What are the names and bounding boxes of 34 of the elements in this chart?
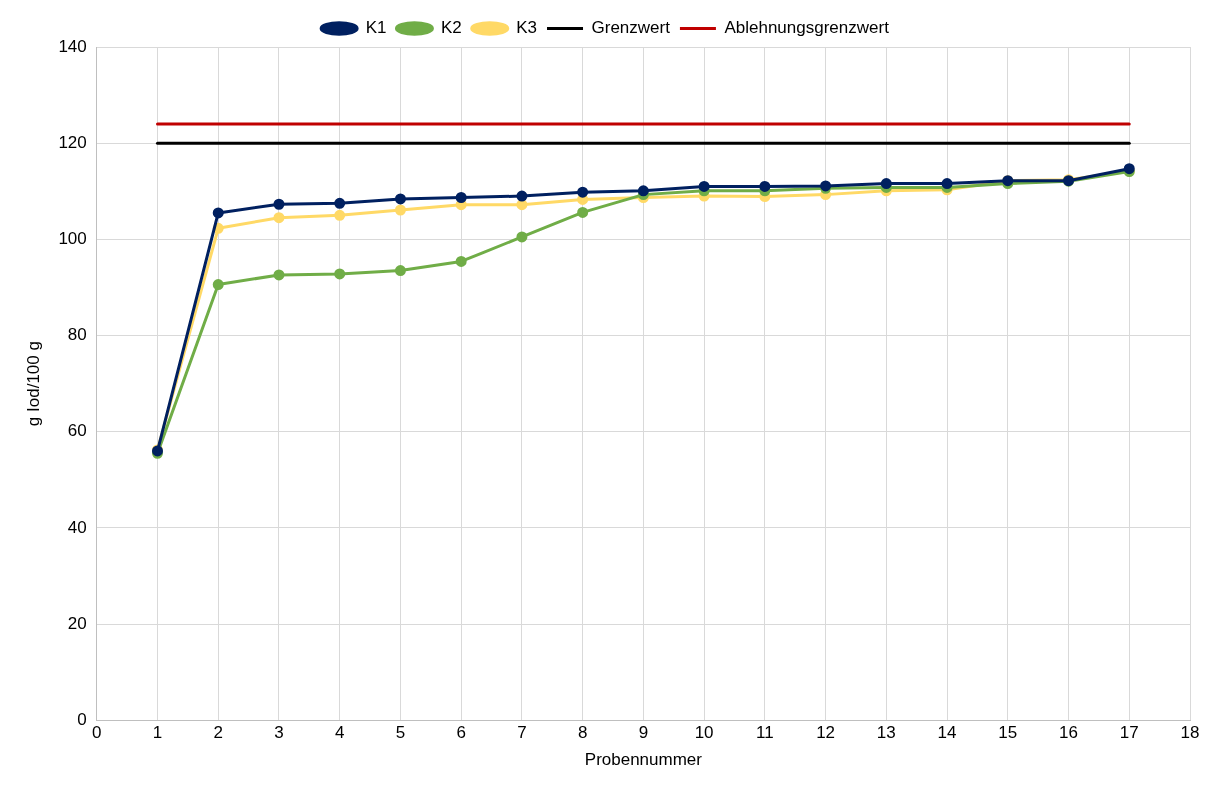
y-tick-label: 120	[58, 132, 87, 152]
x-tick-label: 6	[456, 723, 466, 743]
y-tick-label: 20	[67, 613, 87, 633]
x-axis-title: Probennummer	[584, 750, 703, 770]
x-tick-label: 0	[92, 723, 102, 743]
x-tick-label: 13	[876, 723, 896, 743]
y-tick-label: 0	[77, 709, 87, 729]
legend-label: K3	[516, 18, 538, 38]
x-tick-label: 2	[213, 723, 223, 743]
x-tick-label: 7	[517, 723, 527, 743]
x-tick-label: 8	[577, 723, 588, 743]
legend-label: K1	[365, 18, 387, 38]
y-tick-label: 80	[67, 325, 87, 345]
legend-label: K2	[440, 18, 462, 38]
legend-label: Ablehnungsgrenzwert	[724, 18, 890, 38]
x-tick-label: 3	[274, 723, 284, 743]
y-axis-title: g Iod/100 g	[23, 341, 43, 427]
x-tick-label: 4	[334, 723, 345, 743]
x-tick-label: 1	[152, 723, 163, 743]
y-tick-label: 40	[67, 517, 87, 537]
x-tick-label: 18	[1180, 723, 1200, 743]
x-tick-label: 15	[998, 723, 1018, 743]
y-tick-label: 140	[58, 36, 87, 56]
x-tick-label: 9	[638, 723, 649, 743]
x-tick-label: 17	[1119, 723, 1139, 743]
x-tick-label: 16	[1059, 723, 1078, 743]
x-tick-label: 11	[756, 723, 774, 743]
y-tick-label: 100	[58, 229, 87, 249]
y-tick-label: 60	[67, 421, 87, 441]
x-tick-label: 10	[694, 723, 714, 743]
x-tick-label: 14	[937, 723, 957, 743]
legend-label: Grenzwert	[591, 18, 671, 38]
x-tick-label: 5	[395, 723, 406, 743]
x-tick-label: 12	[816, 723, 836, 743]
